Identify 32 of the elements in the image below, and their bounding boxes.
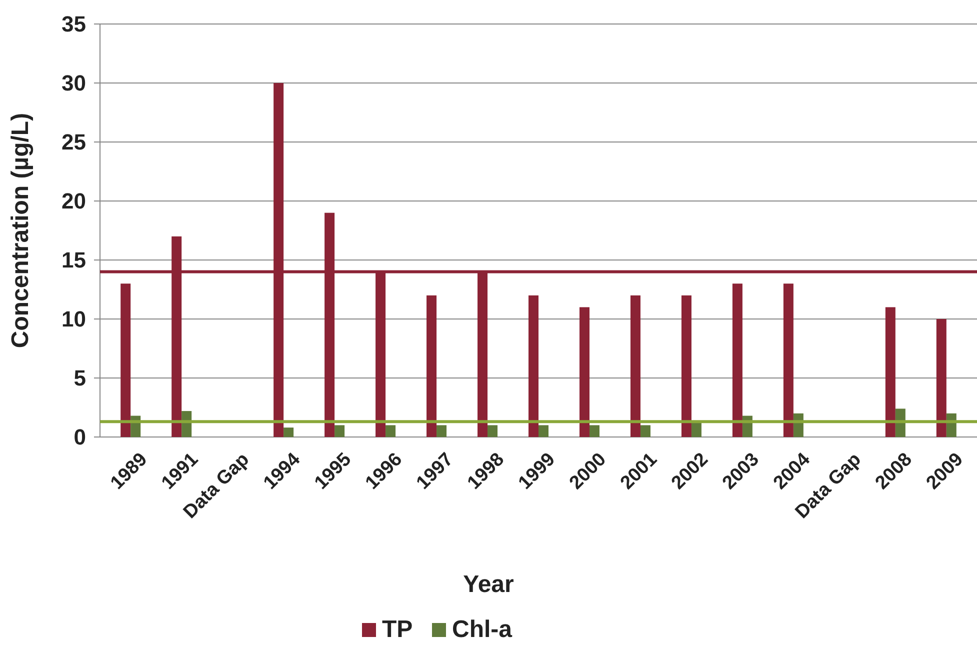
bar bbox=[528, 295, 538, 437]
bar bbox=[885, 307, 896, 437]
bar bbox=[538, 425, 548, 437]
y-axis-title: Concentration (µg/L) bbox=[7, 112, 34, 348]
y-tick-label: 0 bbox=[74, 424, 86, 450]
y-tick-label: 25 bbox=[62, 130, 86, 155]
y-tick-label: 30 bbox=[62, 70, 86, 96]
bar bbox=[284, 428, 294, 437]
bar bbox=[936, 319, 946, 437]
bar bbox=[681, 295, 692, 437]
bar bbox=[895, 408, 906, 437]
y-tick-label: 20 bbox=[62, 188, 86, 214]
bar bbox=[640, 425, 650, 437]
x-axis-title: Year bbox=[463, 571, 514, 598]
bar bbox=[426, 295, 437, 437]
bar bbox=[436, 425, 447, 437]
bar bbox=[783, 284, 794, 437]
bar bbox=[732, 284, 742, 437]
y-tick-label: 10 bbox=[62, 306, 86, 332]
bar bbox=[691, 422, 702, 437]
bar bbox=[120, 284, 131, 437]
legend-label: TP bbox=[382, 616, 413, 643]
bar bbox=[579, 307, 590, 437]
legend-label: Chl-a bbox=[452, 616, 513, 643]
bar bbox=[589, 425, 600, 437]
y-tick-label: 5 bbox=[74, 366, 86, 391]
bar bbox=[386, 425, 396, 437]
y-tick-label: 35 bbox=[62, 12, 86, 37]
y-tick-label: 15 bbox=[62, 248, 86, 273]
bar bbox=[630, 295, 640, 437]
bar bbox=[334, 425, 345, 437]
bar bbox=[488, 425, 498, 437]
